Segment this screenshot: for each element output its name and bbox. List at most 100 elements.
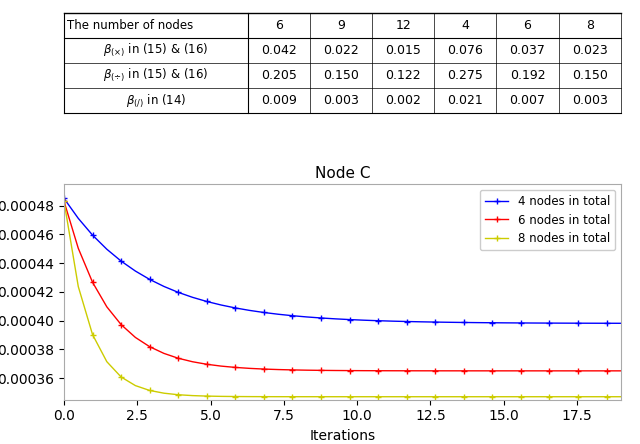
8 nodes in total [132,383,140,388]
8 nodes in total [332,394,339,400]
6 nodes in total [603,368,611,373]
8 nodes in total [403,394,410,400]
Text: 0.192: 0.192 [509,69,545,82]
Line: 8 nodes in total: 8 nodes in total [61,198,623,400]
4 nodes in total [488,320,496,325]
4 nodes in total [132,268,140,274]
8 nodes in total [74,284,82,289]
8 nodes in total [89,332,97,337]
Text: 0.015: 0.015 [385,44,421,57]
8 nodes in total [503,394,511,400]
Title: Node C: Node C [315,166,370,182]
8 nodes in total [203,393,211,399]
4 nodes in total [388,318,396,324]
6 nodes in total [346,368,353,373]
6 nodes in total [174,356,182,361]
4 nodes in total [460,320,468,325]
Text: 0.122: 0.122 [385,69,421,82]
Text: 8: 8 [586,19,594,32]
4 nodes in total [545,321,553,326]
4 nodes in total [275,312,282,317]
4 nodes in total [74,216,82,221]
4 nodes in total [289,313,296,318]
4 nodes in total [417,319,425,325]
Text: 0.022: 0.022 [323,44,359,57]
4 nodes in total [232,305,239,311]
8 nodes in total [289,394,296,399]
6 nodes in total [531,368,539,373]
6 nodes in total [89,280,97,285]
4 nodes in total [445,320,453,325]
4 nodes in total [617,321,625,326]
6 nodes in total [275,367,282,372]
8 nodes in total [146,388,154,393]
4 nodes in total [360,317,367,323]
8 nodes in total [117,374,125,380]
6 nodes in total [388,368,396,373]
4 nodes in total [160,284,168,289]
4 nodes in total [89,233,97,238]
8 nodes in total [374,394,382,400]
4 nodes in total [403,319,410,324]
6 nodes in total [117,322,125,327]
Text: 0.150: 0.150 [572,69,607,82]
Text: 0.007: 0.007 [509,94,545,107]
6 nodes in total [574,368,582,373]
8 nodes in total [346,394,353,400]
6 nodes in total [374,368,382,373]
6 nodes in total [317,368,325,373]
6 nodes in total [217,364,225,369]
8 nodes in total [588,394,596,400]
Line: 4 nodes in total: 4 nodes in total [61,196,623,326]
Text: $\beta_{(/)}$ in (14): $\beta_{(/)}$ in (14) [125,92,186,109]
Text: 0.037: 0.037 [509,44,545,57]
8 nodes in total [160,391,168,396]
4 nodes in total [217,302,225,308]
Text: 6: 6 [275,19,283,32]
8 nodes in total [275,394,282,399]
8 nodes in total [217,394,225,399]
8 nodes in total [460,394,468,400]
Text: 0.003: 0.003 [572,94,607,107]
6 nodes in total [360,368,367,373]
4 nodes in total [60,196,68,201]
8 nodes in total [189,393,196,398]
Text: 0.009: 0.009 [261,94,297,107]
4 nodes in total [603,321,611,326]
Text: 0.002: 0.002 [385,94,421,107]
6 nodes in total [431,368,439,373]
6 nodes in total [303,368,310,373]
4 nodes in total [374,318,382,323]
4 nodes in total [431,319,439,325]
4 nodes in total [517,320,525,325]
4 nodes in total [246,308,253,313]
4 nodes in total [474,320,482,325]
8 nodes in total [603,394,611,400]
6 nodes in total [545,368,553,373]
4 nodes in total [303,314,310,320]
8 nodes in total [360,394,367,400]
Line: 6 nodes in total: 6 nodes in total [61,198,623,374]
8 nodes in total [388,394,396,400]
Text: 6: 6 [524,19,531,32]
Text: 12: 12 [396,19,411,32]
6 nodes in total [232,365,239,370]
X-axis label: Iterations: Iterations [309,429,376,443]
6 nodes in total [189,359,196,365]
6 nodes in total [289,367,296,373]
6 nodes in total [445,368,453,373]
8 nodes in total [488,394,496,400]
8 nodes in total [417,394,425,400]
4 nodes in total [103,246,111,252]
6 nodes in total [160,351,168,356]
4 nodes in total [203,299,211,304]
6 nodes in total [146,344,154,349]
8 nodes in total [517,394,525,400]
Text: 0.021: 0.021 [447,94,483,107]
4 nodes in total [332,316,339,321]
Text: The number of nodes: The number of nodes [67,19,193,32]
6 nodes in total [460,368,468,373]
6 nodes in total [332,368,339,373]
4 nodes in total [117,258,125,264]
4 nodes in total [346,317,353,322]
